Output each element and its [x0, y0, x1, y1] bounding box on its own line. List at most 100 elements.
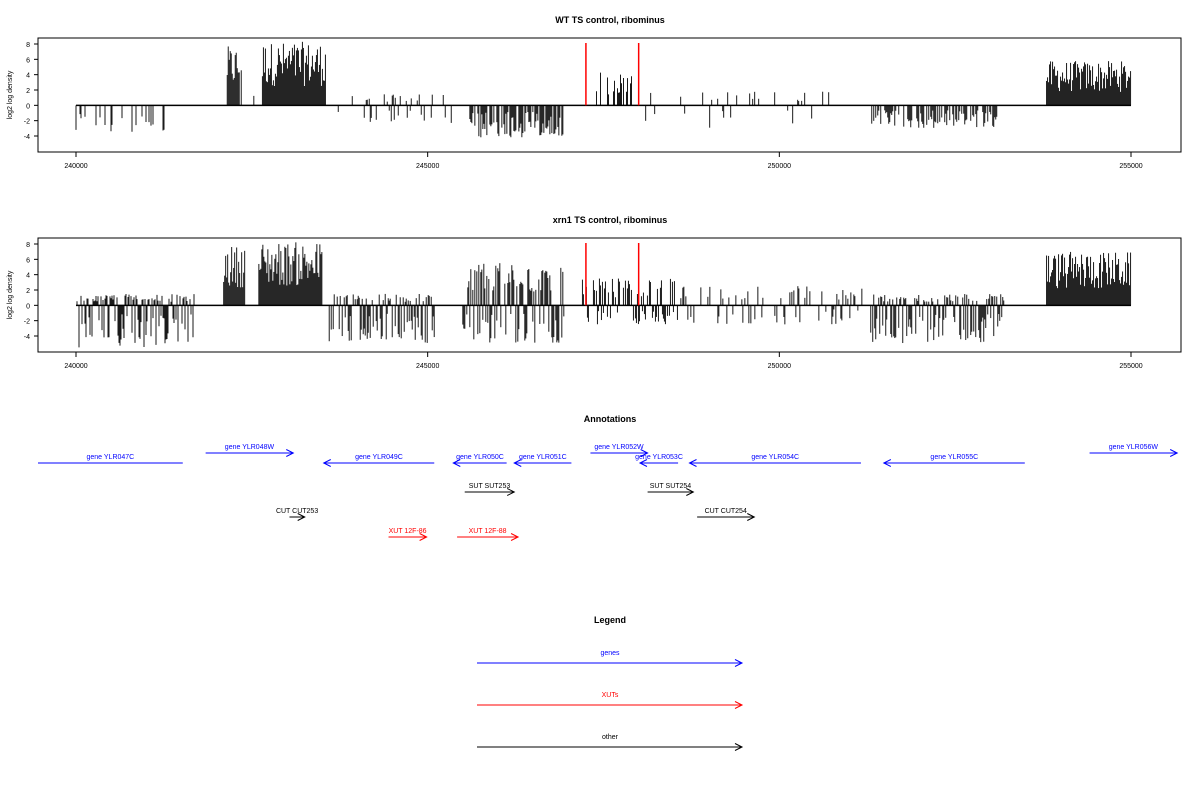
legend-label: other [602, 734, 619, 741]
y-tick-label: 8 [26, 242, 30, 249]
arrow-head [638, 459, 648, 467]
x-tick-label: 245000 [416, 163, 439, 170]
feature-label: gene YLR047C [87, 454, 135, 461]
feature-label: CUT CUT254 [705, 508, 747, 515]
wt-track-highlights [585, 43, 640, 106]
xrn1-track-bars [76, 242, 1132, 348]
arrow-head [882, 459, 892, 467]
x-tick-label: 240000 [64, 163, 87, 170]
arrow-head [452, 459, 461, 467]
legend-label: XUTs [602, 692, 619, 699]
legend-label: genes [600, 650, 620, 657]
feature-label: gene YLR052W [594, 444, 644, 451]
y-tick-label: 6 [26, 257, 30, 264]
annotations-title: Annotations [584, 414, 637, 424]
annotation-feature: gene YLR047C [38, 454, 183, 464]
annotation-feature: gene YLR051C [513, 454, 572, 467]
x-tick-label: 240000 [64, 363, 87, 370]
x-tick-label: 250000 [768, 363, 791, 370]
arrow-head [322, 459, 331, 467]
xrn1-track-y-axis: -4 -2 0 2 4 6 8 [24, 242, 38, 341]
y-tick-label: -2 [24, 319, 30, 326]
annotation-feature: gene YLR055C [882, 454, 1025, 467]
annotation-feature: SUT SUT253 [464, 483, 516, 496]
feature-label: gene YLR048W [225, 444, 275, 451]
legend-item: other [477, 734, 744, 751]
arrow-head [688, 459, 697, 467]
y-tick-label: -4 [24, 134, 30, 141]
x-tick-label: 255000 [1119, 163, 1142, 170]
feature-label: gene YLR054C [751, 454, 799, 461]
xrn1-track-ylabel: log2 log density [7, 270, 14, 319]
arrow-head [286, 449, 295, 457]
y-tick-label: 6 [26, 57, 30, 64]
y-tick-label: 0 [26, 103, 30, 110]
arrow-head [510, 533, 520, 541]
wt-track-x-axis: 240000 245000 250000 255000 [64, 152, 1143, 170]
feature-label: gene YLR056W [1109, 444, 1159, 451]
x-tick-label: 255000 [1119, 363, 1142, 370]
y-tick-label: 4 [26, 273, 30, 280]
xrn1-track-title: xrn1 TS control, ribominus [553, 215, 668, 225]
arrow-head [1169, 449, 1179, 457]
annotation-feature: SUT SUT254 [647, 483, 695, 496]
x-tick-label: 245000 [416, 363, 439, 370]
feature-label: XUT 12F-86 [389, 528, 427, 535]
legend-panel: Legend genes XUTs other [477, 615, 744, 751]
feature-label: SUT SUT254 [650, 483, 692, 490]
arrow-head [747, 513, 756, 521]
arrow-head [686, 488, 695, 496]
annotation-feature: CUT CUT254 [697, 508, 756, 521]
feature-label: XUT 12F-88 [469, 528, 507, 535]
legend-item: genes [477, 650, 744, 667]
arrow-head [734, 701, 744, 709]
arrow-head [297, 513, 306, 521]
x-tick-label: 250000 [768, 163, 791, 170]
legend-items: genes XUTs other [477, 650, 744, 751]
feature-label: CUT CUT253 [276, 508, 318, 515]
feature-label: gene YLR050C [456, 454, 504, 461]
xrn1-track-frame [37, 237, 1182, 353]
xrn1-track-x-axis: 240000 245000 250000 255000 [64, 352, 1143, 370]
feature-label: SUT SUT253 [469, 483, 511, 490]
feature-label: gene YLR049C [355, 454, 403, 461]
annotation-features: gene YLR047C gene YLR048W gene YLR049C gene… [38, 444, 1179, 541]
legend-title: Legend [594, 615, 626, 625]
wt-track-panel: WT TS control, ribominus log2 log densit… [7, 15, 1182, 170]
annotation-feature: gene YLR049C [322, 454, 435, 467]
feature-label: gene YLR051C [519, 454, 567, 461]
annotation-feature: XUT 12F-88 [457, 528, 520, 541]
wt-track-title: WT TS control, ribominus [555, 15, 665, 25]
legend-item: XUTs [477, 692, 744, 709]
xrn1-track-highlights [585, 243, 640, 306]
arrow-head [734, 659, 744, 667]
feature-label: gene YLR053C [635, 454, 683, 461]
y-tick-label: 4 [26, 73, 30, 80]
arrow-head [640, 449, 649, 457]
arrow-head [507, 488, 516, 496]
xrn1-track-panel: xrn1 TS control, ribominus log2 log dens… [7, 215, 1182, 370]
y-tick-label: 8 [26, 42, 30, 49]
y-tick-label: -4 [24, 334, 30, 341]
y-tick-label: 2 [26, 88, 30, 95]
arrow-head [734, 743, 744, 751]
wt-track-ylabel: log2 log density [7, 70, 14, 119]
annotation-feature: CUT CUT253 [276, 508, 318, 521]
wt-track-bars [75, 41, 1132, 138]
wt-track-frame [37, 37, 1182, 153]
feature-label: gene YLR055C [930, 454, 978, 461]
annotation-feature: XUT 12F-86 [388, 528, 428, 541]
annotation-feature: gene YLR054C [688, 454, 861, 467]
annotation-feature: gene YLR048W [205, 444, 295, 457]
y-tick-label: 2 [26, 288, 30, 295]
annotation-feature: gene YLR052W [590, 444, 649, 457]
annotation-feature: gene YLR050C [452, 454, 507, 467]
annotation-feature: gene YLR053C [635, 454, 683, 467]
wt-track-y-axis: -4 -2 0 2 4 6 8 [24, 42, 38, 141]
arrow-head [513, 459, 522, 467]
arrow-head [419, 533, 428, 541]
y-tick-label: -2 [24, 119, 30, 126]
annotation-feature: gene YLR056W [1089, 444, 1179, 457]
